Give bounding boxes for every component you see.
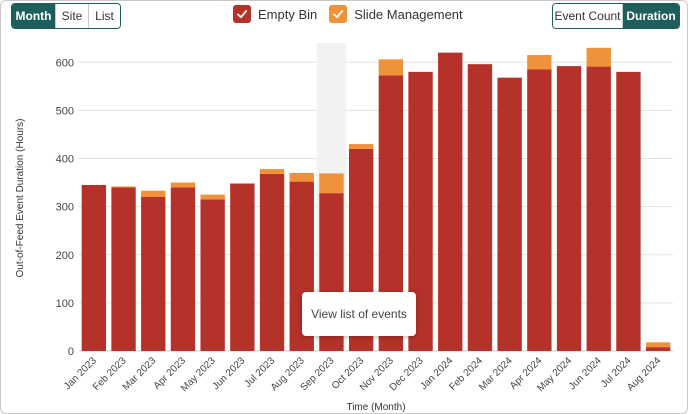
x-axis-label: Time (Month) — [346, 402, 405, 413]
y-tick-label: 500 — [56, 105, 74, 117]
x-tick-label: Mar 2024 — [477, 355, 515, 393]
bar-segment-empty-bin[interactable] — [111, 187, 136, 351]
bar-segment-empty-bin[interactable] — [81, 184, 107, 351]
legend-label: Slide Management — [354, 6, 463, 22]
bar-segment-empty-bin[interactable] — [438, 52, 463, 351]
metric-toggle: Event Count Duration — [552, 3, 680, 29]
bar-segment-slide-management[interactable] — [319, 173, 344, 194]
bar-segment-empty-bin[interactable] — [556, 66, 582, 351]
bar-segment-empty-bin[interactable] — [527, 69, 552, 351]
list-view-button[interactable]: List — [89, 4, 120, 28]
bar-segment-empty-bin[interactable] — [586, 66, 611, 352]
y-tick-label: 300 — [56, 202, 74, 214]
bar-segment-empty-bin[interactable] — [259, 173, 285, 351]
bar-segment-slide-management[interactable] — [111, 186, 136, 188]
site-view-button[interactable]: Site — [56, 4, 89, 28]
view-events-tooltip[interactable]: View list of events — [302, 292, 416, 336]
bar-segment-slide-management[interactable] — [348, 144, 374, 149]
bar-segment-slide-management[interactable] — [170, 182, 196, 188]
bar-segment-slide-management[interactable] — [141, 190, 166, 197]
month-view-button[interactable]: Month — [12, 4, 56, 28]
x-tick-label: Jun 2023 — [211, 355, 248, 392]
view-toggle: Month Site List — [11, 3, 121, 29]
duration-button[interactable]: Duration — [623, 4, 679, 28]
y-tick-label: 200 — [56, 250, 74, 262]
bar-segment-empty-bin[interactable] — [141, 197, 166, 351]
bar-segment-slide-management[interactable] — [259, 169, 285, 174]
bar-segment-empty-bin[interactable] — [497, 77, 522, 352]
bar-segment-empty-bin[interactable] — [200, 199, 225, 351]
bar-segment-slide-management[interactable] — [200, 194, 225, 200]
chart-legend: Empty Bin Slide Management — [233, 5, 475, 23]
bar-segment-empty-bin[interactable] — [170, 187, 196, 351]
legend-item-slide-management[interactable]: Slide Management — [329, 5, 463, 23]
legend-label: Empty Bin — [258, 6, 318, 22]
x-tick-label: Mar 2023 — [121, 355, 159, 393]
bar-segment-slide-management[interactable] — [645, 342, 671, 348]
legend-item-empty-bin[interactable]: Empty Bin — [233, 5, 317, 23]
bar-segment-empty-bin[interactable] — [467, 64, 493, 352]
bar-segment-empty-bin[interactable] — [230, 183, 255, 351]
event-count-button[interactable]: Event Count — [553, 4, 623, 28]
bar-segment-slide-management[interactable] — [586, 47, 611, 67]
bar-segment-slide-management[interactable] — [289, 172, 314, 182]
bar-segment-empty-bin[interactable] — [616, 71, 641, 351]
bar-segment-slide-management[interactable] — [527, 55, 552, 70]
y-axis-ticks: 0 100 200 300 400 500 600 — [56, 57, 74, 358]
checkbox-checked-icon — [233, 5, 251, 23]
y-axis-label: Out-of-Feed Event Duration (Hours) — [15, 119, 26, 278]
x-tick-label: Jun 2024 — [567, 355, 604, 392]
bar-segment-empty-bin[interactable] — [645, 347, 671, 351]
y-tick-label: 400 — [56, 154, 74, 166]
checkbox-checked-icon — [329, 5, 348, 23]
y-tick-label: 600 — [56, 57, 74, 69]
bar-segment-slide-management[interactable] — [378, 59, 404, 76]
y-tick-label: 0 — [68, 346, 74, 358]
y-tick-label: 100 — [56, 298, 74, 310]
